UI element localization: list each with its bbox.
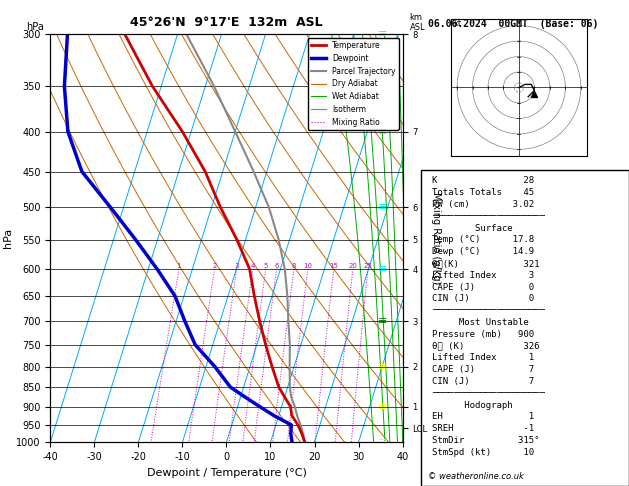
Text: 15: 15 (330, 263, 338, 269)
Text: 06.06.2024  00GMT  (Base: 06): 06.06.2024 00GMT (Base: 06) (428, 19, 598, 30)
Text: 3: 3 (235, 263, 239, 269)
Text: 8: 8 (292, 263, 296, 269)
Text: 1: 1 (177, 263, 181, 269)
Text: hPa: hPa (26, 22, 43, 32)
Text: ≡: ≡ (377, 401, 387, 412)
X-axis label: Dewpoint / Temperature (°C): Dewpoint / Temperature (°C) (147, 468, 306, 478)
Title: 45°26'N  9°17'E  132m  ASL: 45°26'N 9°17'E 132m ASL (130, 16, 323, 29)
Text: 25: 25 (364, 263, 372, 269)
Text: ≡: ≡ (377, 437, 387, 447)
Y-axis label: Mixing Ratio (g/kg): Mixing Ratio (g/kg) (431, 192, 442, 284)
Text: ≡: ≡ (377, 316, 387, 326)
Text: ≡: ≡ (377, 264, 387, 274)
Text: ≡: ≡ (377, 29, 387, 39)
Text: 6: 6 (274, 263, 279, 269)
Text: 2: 2 (213, 263, 217, 269)
Text: ≡: ≡ (377, 362, 387, 372)
Y-axis label: hPa: hPa (3, 228, 13, 248)
Legend: Temperature, Dewpoint, Parcel Trajectory, Dry Adiabat, Wet Adiabat, Isotherm, Mi: Temperature, Dewpoint, Parcel Trajectory… (308, 38, 399, 130)
Text: K                28
Totals Totals    45
PW (cm)        3.02
────────────────────: K 28 Totals Totals 45 PW (cm) 3.02 ─────… (431, 176, 545, 457)
Text: ≡: ≡ (377, 126, 387, 137)
Text: 10: 10 (303, 263, 313, 269)
Text: km
ASL: km ASL (409, 13, 425, 32)
Text: © weatheronline.co.uk: © weatheronline.co.uk (428, 472, 523, 481)
Text: 20: 20 (348, 263, 357, 269)
Text: ≡: ≡ (377, 202, 387, 212)
Text: 4: 4 (251, 263, 255, 269)
Text: 5: 5 (264, 263, 268, 269)
Text: kt: kt (454, 19, 462, 28)
